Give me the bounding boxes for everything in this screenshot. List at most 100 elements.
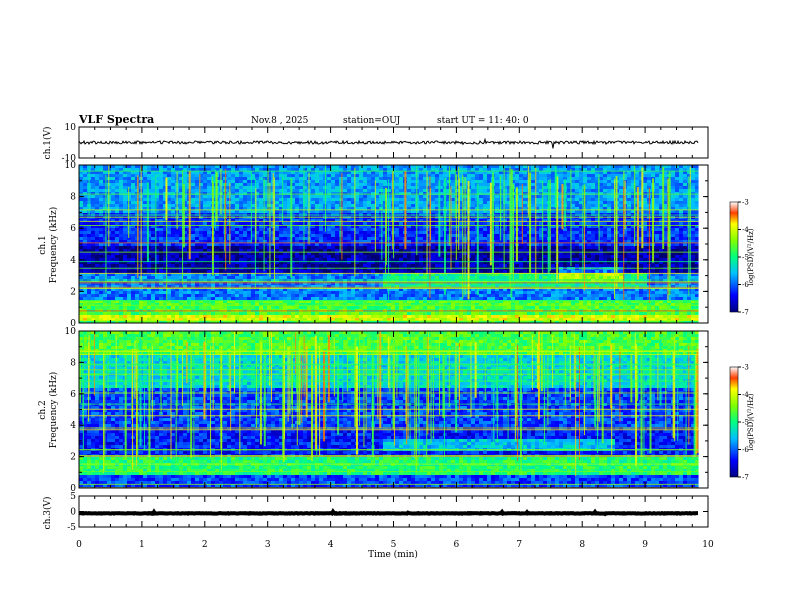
spectrogram-cell <box>691 237 696 241</box>
spectrogram-cell <box>259 237 264 241</box>
spectrogram-cell <box>115 258 120 262</box>
spectrogram-cell <box>343 222 348 226</box>
spectrogram-cell <box>227 210 232 214</box>
spectrogram-cell <box>339 228 344 232</box>
spectrogram-cell <box>531 234 536 238</box>
spectrogram-cell <box>339 195 344 199</box>
spectrogram-cell <box>359 258 364 262</box>
spectrogram-cell <box>335 222 340 226</box>
spectrogram-cell <box>339 234 344 238</box>
spectrogram-cell <box>171 258 176 262</box>
spectrogram-cell <box>603 201 608 205</box>
spectrogram-cell <box>111 210 116 214</box>
spectrogram-cell <box>111 228 116 232</box>
spectrogram-cell <box>243 234 248 238</box>
spectrogram-cell <box>675 195 680 199</box>
spectrogram-cell <box>387 243 392 247</box>
spectrogram-cell <box>379 243 384 247</box>
spectrogram-cell <box>87 237 92 241</box>
spectrogram-cell <box>387 222 392 226</box>
spectrogram-cell <box>99 219 104 223</box>
spectrogram-cell <box>199 165 204 169</box>
spectrogram-cell <box>335 198 340 202</box>
spectrogram-cell <box>683 204 688 208</box>
spectrogram-cell <box>607 237 612 241</box>
spectrogram-cell <box>123 231 128 235</box>
spectrogram-cell <box>575 165 580 169</box>
spectrogram-cell <box>627 222 632 226</box>
spectrogram-cell <box>79 186 84 190</box>
spectrogram-cell <box>371 237 376 241</box>
spectrogram-cell <box>123 201 128 205</box>
spectrogram-cell <box>243 186 248 190</box>
spectrogram-cell <box>679 228 684 232</box>
spectrogram-cell <box>343 180 348 184</box>
spectrogram-cell <box>199 243 204 247</box>
spectrogram-cell <box>279 246 284 250</box>
spectrogram-cell <box>319 183 324 187</box>
spectrogram-cell <box>283 219 288 223</box>
spectrogram-cell <box>559 231 564 235</box>
spectrogram-cell <box>235 183 240 187</box>
spectrogram-cell <box>211 165 216 169</box>
spectrogram-cell <box>559 243 564 247</box>
spectrogram-cell <box>103 228 108 232</box>
spectrogram-cell <box>275 177 280 181</box>
spectrogram-cell <box>431 183 436 187</box>
spectrogram-cell <box>635 180 640 184</box>
spectrogram-cell <box>319 177 324 181</box>
spectrogram-cell <box>131 243 136 247</box>
spectrogram-cell <box>343 231 348 235</box>
spectrogram-cell <box>327 234 332 238</box>
spectrogram-cell <box>399 198 404 202</box>
spectrogram-cell <box>399 180 404 184</box>
spectrogram-cell <box>127 177 132 181</box>
spectrogram-cell <box>523 231 528 235</box>
spectrogram-cell <box>299 222 304 226</box>
spectrogram-cell <box>587 174 592 178</box>
spectrogram-cell <box>119 255 124 259</box>
spectrogram-cell <box>235 246 240 250</box>
spectrogram-cell <box>103 204 108 208</box>
spectrogram-cell <box>607 204 612 208</box>
spectrogram-cell <box>279 228 284 232</box>
spectrogram-cell <box>407 222 412 226</box>
spectrogram-cell <box>587 210 592 214</box>
spectrogram-cell <box>275 186 280 190</box>
spectrogram-cell <box>83 234 88 238</box>
spectrogram-cell <box>347 243 352 247</box>
spectrogram-cell <box>259 201 264 205</box>
spectrogram-cell <box>171 219 176 223</box>
spectrogram-cell <box>211 174 216 178</box>
spectrogram-cell <box>643 174 648 178</box>
spectrogram-cell <box>159 174 164 178</box>
spectrogram-cell <box>619 189 624 193</box>
spectrogram-cell <box>343 210 348 214</box>
spectrogram-cell <box>471 234 476 238</box>
spectrogram-cell <box>643 183 648 187</box>
spectrogram-cell <box>571 189 576 193</box>
spectrogram-cell <box>283 195 288 199</box>
spectrogram-cell <box>655 222 660 226</box>
spectrogram-cell <box>531 198 536 202</box>
spectrogram-cell <box>259 246 264 250</box>
spectrogram-cell <box>131 183 136 187</box>
spectrogram-cell <box>231 177 236 181</box>
spectrogram-cell <box>127 174 132 178</box>
spectrogram-cell <box>203 255 208 259</box>
spectrogram-cell <box>415 258 420 262</box>
spectrogram-cell <box>135 201 140 205</box>
spectrogram-cell <box>191 189 196 193</box>
spectrogram-cell <box>195 204 200 208</box>
spectrogram-cell <box>331 234 336 238</box>
spectrogram-cell <box>387 204 392 208</box>
spectrogram-cell <box>419 243 424 247</box>
spectrogram-cell <box>551 243 556 247</box>
spectrogram-cell <box>283 204 288 208</box>
spectrogram-cell <box>375 177 380 181</box>
spectrogram-cell <box>599 201 604 205</box>
spectrogram-cell <box>83 180 88 184</box>
spectrogram-cell <box>103 237 108 241</box>
spectrogram-cell <box>167 222 172 226</box>
